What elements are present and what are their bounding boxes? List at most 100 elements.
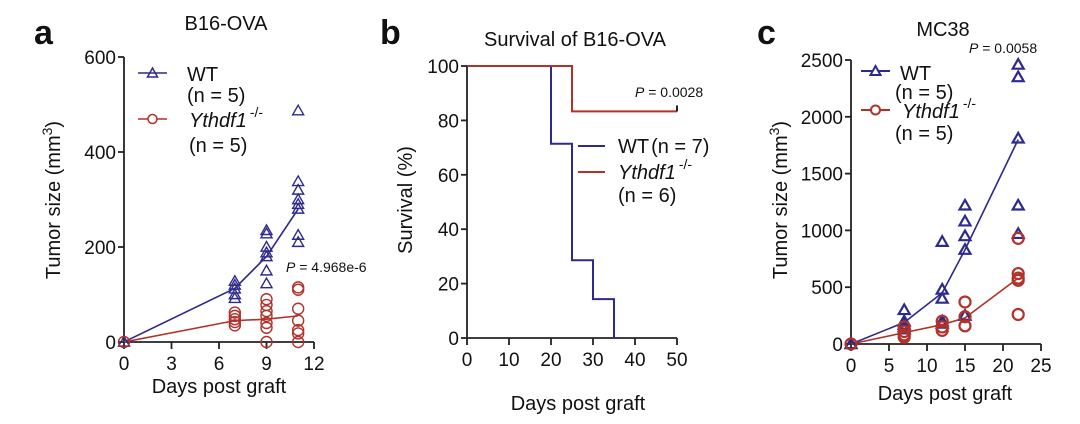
data-point-wt xyxy=(259,249,274,262)
y-tick-label: 2000 xyxy=(801,108,843,129)
x-tick-label: 3 xyxy=(166,354,177,375)
data-point-ko xyxy=(935,314,949,328)
data-point-wt xyxy=(259,245,274,258)
panel-c-marks xyxy=(843,56,1026,351)
panel-letter-b: b xyxy=(380,14,401,52)
x-tick-label: 0 xyxy=(846,356,857,377)
panel-c-xlabel: Days post graft xyxy=(878,383,1013,405)
legend-wt-label: WT xyxy=(900,63,931,85)
data-point-ko xyxy=(958,310,972,324)
panel-b-pvalue: P = 0.0028 xyxy=(635,84,703,100)
x-tick-label: 40 xyxy=(624,350,645,371)
panel-c: c MC38 0 500 1000 1500 2000 2500 0 5 10 15 20 25 Da… xyxy=(757,14,1052,405)
y-tick-label: 600 xyxy=(84,48,116,69)
x-tick-label: 12 xyxy=(303,354,324,375)
data-point-ko xyxy=(260,309,273,323)
data-point-wt xyxy=(228,291,242,304)
x-tick-label: 30 xyxy=(582,350,603,371)
data-point-ko xyxy=(291,327,305,340)
data-point-ko xyxy=(228,309,242,323)
panel-b-xlabel: Days post graft xyxy=(511,393,646,415)
data-point-wt xyxy=(934,290,950,304)
data-point-ko xyxy=(958,319,972,333)
data-point-ko xyxy=(291,323,305,337)
data-point-wt xyxy=(259,263,274,276)
y-tick-label: 80 xyxy=(438,111,459,132)
data-point-wt xyxy=(259,226,274,239)
panel-a-xlabel: Days post graft xyxy=(152,376,287,398)
data-point-ko xyxy=(897,330,911,344)
data-point-wt xyxy=(228,274,242,287)
data-point-ko xyxy=(260,316,273,330)
y-tick-label: 100 xyxy=(427,57,459,78)
data-point-wt xyxy=(291,235,305,248)
data-point-wt xyxy=(228,287,242,300)
y-tick-label: 2500 xyxy=(801,51,843,72)
data-point-wt xyxy=(291,197,305,210)
panel-c-pvalue: P = 0.0058 xyxy=(969,40,1037,56)
data-point-wt xyxy=(957,197,973,211)
legend-ko-circle-icon xyxy=(870,104,881,116)
panel-b-legend: WT (n = 7) Ythdf1 -/- (n = 6) xyxy=(578,136,709,207)
legend-wt-n: (n = 5) xyxy=(895,82,953,104)
panel-a-legend: WT (n = 5) Ythdf1 -/- (n = 5) xyxy=(138,64,263,157)
legend-wt-label: WT xyxy=(187,64,218,86)
data-point-ko xyxy=(844,337,858,351)
data-point-ko xyxy=(291,302,305,315)
y-tick-label: 0 xyxy=(832,335,843,356)
data-point-wt xyxy=(957,241,973,255)
data-point-ko xyxy=(260,304,273,318)
panel-b-axes: 0 20 40 60 80 100 0 10 20 30 40 50 xyxy=(427,57,687,371)
panel-a-marks xyxy=(117,103,305,349)
data-point-wt xyxy=(843,336,859,350)
data-point-wt xyxy=(957,213,973,227)
y-tick-label: 60 xyxy=(438,166,459,187)
data-point-ko xyxy=(260,293,273,306)
legend-ko-n: (n = 5) xyxy=(895,123,953,145)
legend-ko-label: Ythdf1 -/- xyxy=(618,156,692,184)
panel-letter-a: a xyxy=(34,14,54,52)
data-point-wt xyxy=(291,103,305,116)
legend-ko-label: Ythdf1 -/- xyxy=(902,95,976,123)
mean-line-wt xyxy=(850,139,1019,345)
data-point-wt xyxy=(1010,69,1026,83)
x-tick-label: 25 xyxy=(1030,356,1051,377)
data-point-ko xyxy=(1011,307,1025,322)
x-tick-label: 20 xyxy=(992,356,1013,377)
x-tick-label: 50 xyxy=(666,350,687,371)
data-point-ko xyxy=(291,281,305,294)
data-point-wt xyxy=(1010,56,1026,70)
data-point-ko xyxy=(117,335,131,349)
legend-wt-n: (n = 5) xyxy=(187,85,245,107)
panel-letter-c: c xyxy=(757,14,776,52)
y-tick-label: 40 xyxy=(438,220,459,241)
data-point-ko xyxy=(260,321,273,334)
data-point-ko xyxy=(291,335,305,349)
x-tick-label: 20 xyxy=(540,350,561,371)
y-tick-label: 500 xyxy=(811,278,843,299)
survival-curve-ko xyxy=(467,65,677,113)
data-point-wt xyxy=(1010,197,1026,211)
y-tick-label: 400 xyxy=(84,143,116,164)
mean-line-ko xyxy=(123,315,299,343)
x-tick-label: 0 xyxy=(119,354,130,375)
data-point-wt xyxy=(291,228,305,240)
panel-c-ylabel: Tumor size (mm3) xyxy=(766,121,792,279)
x-tick-label: 15 xyxy=(954,356,975,377)
data-point-ko xyxy=(1011,273,1025,287)
data-point-ko xyxy=(260,335,273,349)
panel-a-title: B16-OVA xyxy=(185,13,269,35)
legend-wt-label: WT (n = 7) xyxy=(618,136,709,158)
x-tick-label: 5 xyxy=(884,356,895,377)
legend-ko-circle-icon xyxy=(147,113,158,125)
data-point-wt xyxy=(117,335,131,347)
survival-curve-wt xyxy=(467,65,615,338)
data-point-wt xyxy=(957,228,973,242)
legend-ko-label: Ythdf1 -/- xyxy=(189,104,263,132)
panel-b-marks xyxy=(467,65,678,338)
panel-a-ylabel: Tumor size (mm3) xyxy=(39,121,65,279)
data-point-wt xyxy=(291,202,305,214)
legend-ko-n: (n = 6) xyxy=(618,185,676,207)
y-tick-label: 1000 xyxy=(801,221,843,242)
